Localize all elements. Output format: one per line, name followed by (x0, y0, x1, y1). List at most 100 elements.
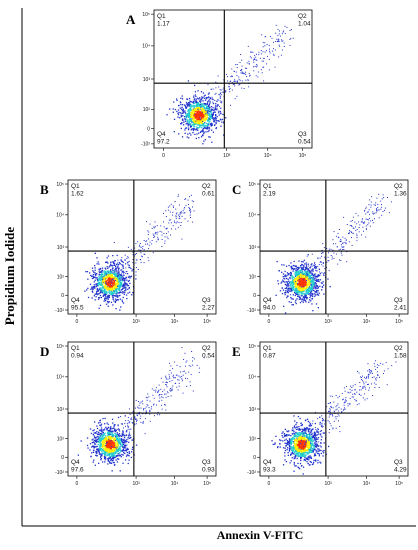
event-dot (208, 113, 210, 115)
event-dot (104, 291, 106, 293)
event-dot (110, 430, 113, 432)
event-dot (203, 120, 205, 122)
event-dot (95, 283, 97, 285)
event-dot (106, 283, 108, 285)
event-dot (119, 285, 121, 287)
event-dot (269, 52, 271, 54)
event-dot (94, 287, 96, 289)
event-dot (105, 444, 107, 447)
event-dot (122, 278, 125, 280)
event-dot (287, 289, 289, 291)
event-dot (108, 285, 110, 287)
event-dot (299, 269, 301, 271)
event-dot (184, 116, 186, 118)
event-dot (105, 261, 107, 263)
event-dot (105, 303, 108, 305)
event-dot (294, 278, 296, 280)
event-dot (305, 268, 307, 270)
event-dot (219, 95, 221, 97)
event-dot (204, 122, 206, 123)
event-dot (109, 428, 111, 430)
event-dot (128, 266, 131, 269)
event-dot (311, 277, 313, 279)
event-dot (131, 451, 133, 453)
event-dot (297, 295, 299, 297)
panel-c-xtick-label-1: 10³ (324, 319, 332, 325)
event-dot (117, 274, 119, 276)
event-dot (369, 214, 371, 216)
event-dot (343, 216, 345, 218)
event-dot (113, 263, 116, 265)
event-dot (356, 237, 358, 239)
event-dot (316, 290, 318, 292)
event-dot (103, 450, 105, 452)
event-dot (117, 433, 119, 436)
event-dot (336, 246, 338, 248)
event-dot (94, 265, 96, 267)
event-dot (110, 451, 112, 454)
event-dot (288, 274, 290, 276)
event-dot (356, 233, 358, 235)
event-dot (294, 290, 296, 292)
event-dot (256, 59, 258, 61)
event-dot (202, 112, 204, 114)
event-dot (193, 114, 195, 116)
event-dot (114, 295, 117, 297)
event-dot (287, 285, 289, 287)
event-dot (98, 278, 100, 280)
event-dot (123, 427, 124, 429)
event-dot (154, 226, 156, 228)
event-dot (372, 213, 374, 215)
event-dot (118, 449, 120, 451)
event-dot (106, 261, 108, 263)
event-dot (112, 435, 114, 437)
event-dot (258, 51, 260, 53)
event-dot (205, 117, 208, 120)
event-dot (298, 283, 301, 285)
event-dot (120, 284, 123, 286)
event-dot (311, 253, 313, 255)
event-dot (105, 291, 108, 293)
event-dot (311, 284, 313, 286)
event-dot (213, 117, 215, 119)
event-dot (215, 104, 217, 107)
event-dot (108, 443, 110, 445)
event-dot (211, 115, 213, 117)
event-dot (134, 247, 136, 249)
panel-d-q3-value: 0.93 (202, 467, 215, 474)
event-dot (208, 126, 210, 129)
event-dot (117, 446, 119, 449)
event-dot (305, 285, 308, 287)
event-dot (291, 447, 293, 450)
event-dot (343, 248, 345, 250)
event-dot (105, 437, 107, 439)
event-dot (298, 276, 300, 278)
event-dot (321, 249, 323, 251)
event-dot (202, 115, 204, 118)
event-dot (233, 83, 235, 85)
event-dot (101, 269, 104, 272)
event-dot (111, 286, 113, 288)
event-dot (103, 289, 105, 292)
event-dot (110, 283, 112, 285)
event-dot (203, 95, 205, 97)
event-dot (359, 224, 361, 226)
event-dot (174, 221, 176, 223)
event-dot (368, 209, 370, 211)
event-dot (105, 283, 107, 286)
event-dot (177, 196, 179, 197)
event-dot (195, 116, 198, 118)
event-dot (199, 120, 201, 122)
event-dot (142, 421, 144, 423)
event-dot (198, 109, 200, 111)
event-dot (176, 386, 178, 388)
event-dot (298, 288, 300, 290)
event-dot (100, 432, 102, 435)
event-dot (185, 372, 187, 374)
event-dot (108, 273, 110, 275)
event-dot (239, 62, 241, 63)
event-dot (186, 385, 188, 387)
event-dot (142, 246, 144, 247)
event-dot (214, 119, 216, 121)
event-dot (247, 45, 249, 47)
